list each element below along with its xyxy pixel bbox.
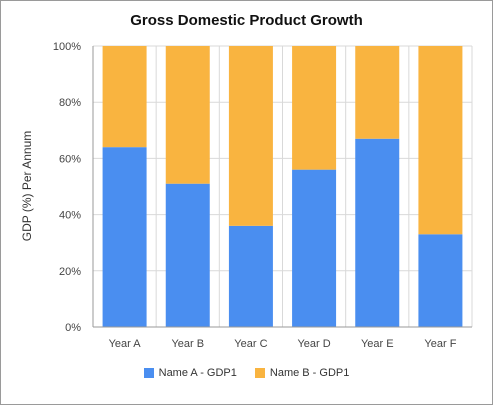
y-tick-label: 0% (65, 322, 81, 334)
bar-series-a (418, 234, 463, 327)
bar-series-a (355, 138, 400, 327)
bar-series-b (292, 46, 337, 170)
y-tick-label: 100% (53, 41, 81, 53)
bar-series-b (228, 46, 273, 226)
legend-item-series-b: Name B - GDP1 (254, 367, 350, 379)
bar-series-a (165, 183, 210, 327)
bar-series-b (355, 46, 400, 139)
x-tick-label: Year C (234, 338, 267, 350)
y-tick-label: 20% (59, 266, 81, 278)
bar-series-b (165, 46, 210, 184)
legend-swatch-series-b (254, 368, 265, 378)
bar-series-a (292, 169, 337, 327)
x-tick-label: Year B (171, 338, 204, 350)
legend-item-series-a: Name A - GDP1 (143, 367, 237, 379)
bar-series-b (102, 46, 147, 148)
x-tick-label: Year A (109, 338, 142, 350)
x-tick-label: Year F (424, 338, 456, 350)
x-tick-label: Year E (361, 338, 394, 350)
chart-title: Gross Domestic Product Growth (130, 12, 363, 29)
bar-series-b (418, 46, 463, 235)
legend-label-series-b: Name B - GDP1 (269, 367, 350, 379)
y-tick-label: 80% (59, 97, 81, 109)
legend-swatch-series-a (143, 368, 154, 378)
y-tick-label: 40% (59, 210, 81, 222)
bar-series-a (102, 147, 147, 327)
x-tick-label: Year D (297, 338, 330, 350)
legend-label-series-a: Name A - GDP1 (158, 367, 237, 379)
legend: Name A - GDP1 Name B - GDP1 (0, 367, 493, 379)
bar-series-a (228, 225, 273, 327)
y-tick-label: 60% (59, 153, 81, 165)
